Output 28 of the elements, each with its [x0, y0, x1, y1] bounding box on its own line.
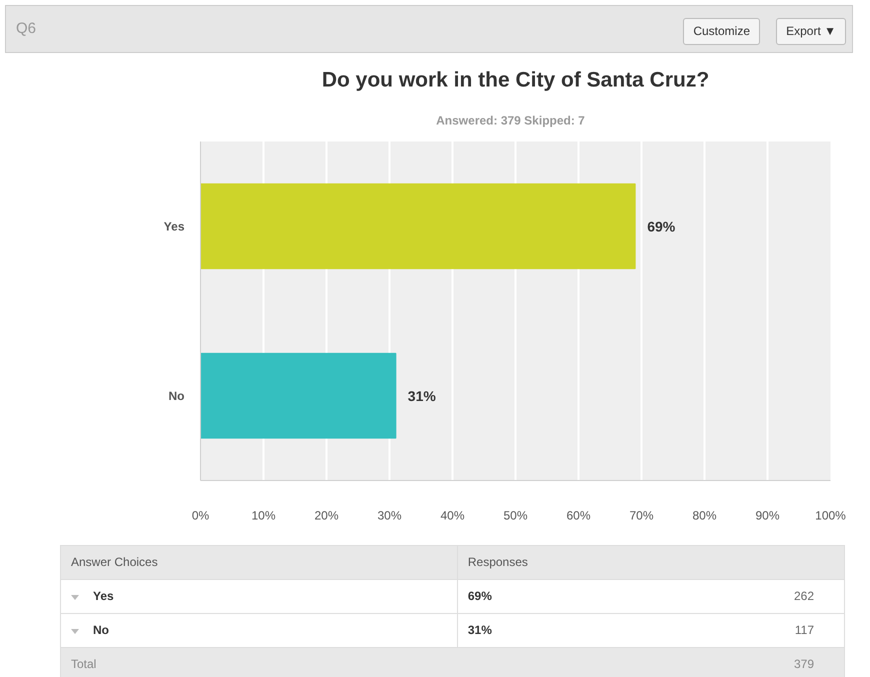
x-tick-label: 70% — [629, 508, 654, 522]
x-tick-label: 50% — [503, 508, 528, 522]
category-label: Yes — [93, 589, 114, 604]
x-tick-label: 80% — [692, 508, 717, 522]
text: Total — [60, 648, 622, 677]
text: 117 — [621, 614, 844, 648]
text: Responses — [457, 546, 844, 580]
chart-title: Do you work in the City of Santa Cruz? — [322, 68, 710, 92]
x-tick-label: 40% — [440, 508, 465, 522]
x-tick-label: 60% — [566, 508, 591, 522]
x-tick-label: 30% — [377, 508, 402, 522]
x-tick-label: 20% — [314, 508, 339, 522]
text: 31% — [468, 623, 492, 638]
x-tick-label: 10% — [251, 508, 276, 522]
text: Customize — [683, 18, 760, 46]
chart-subtitle: Answered: 379 Skipped: 7 — [436, 114, 586, 128]
text: 69% — [468, 589, 492, 604]
category-label: No — [93, 623, 109, 638]
text: 379 — [621, 648, 844, 677]
x-tick-label: 90% — [755, 508, 780, 522]
data-label: 31% — [408, 388, 436, 404]
text: Export ▼ — [776, 18, 846, 46]
text: Answer Choices — [60, 546, 458, 580]
data-label: 69% — [647, 218, 676, 234]
x-tick-label: 0% — [192, 508, 210, 522]
text: 262 — [621, 580, 844, 614]
text: Q6 — [16, 19, 36, 39]
x-tick-label: 100% — [815, 508, 846, 522]
